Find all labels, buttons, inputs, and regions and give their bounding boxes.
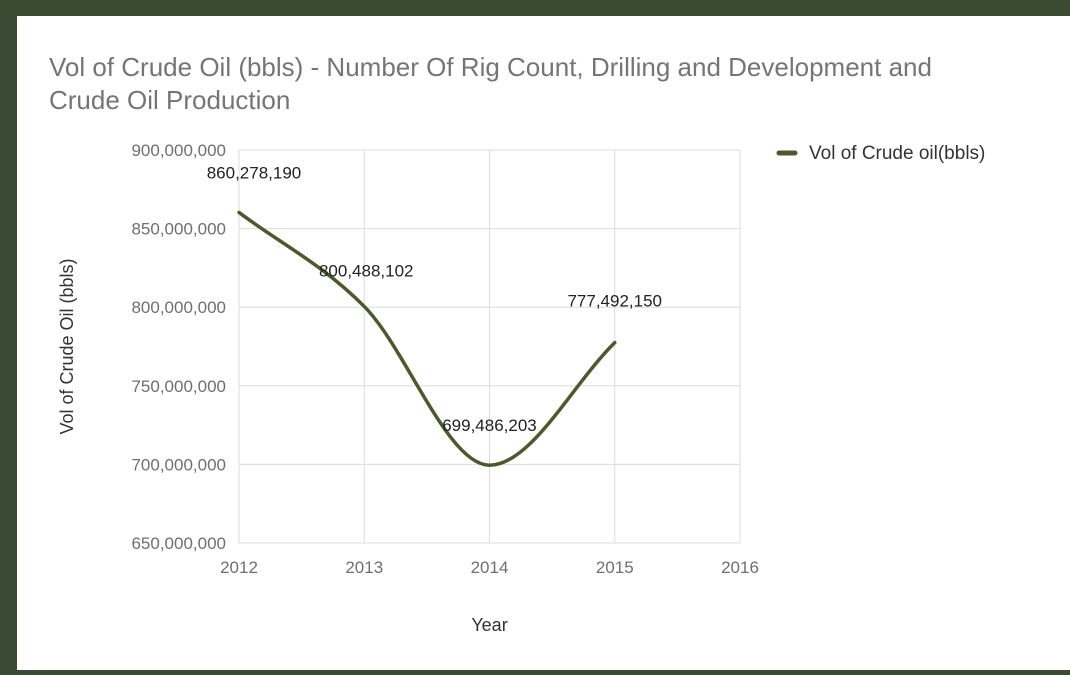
chart-title: Vol of Crude Oil (bbls) - Number Of Rig …: [49, 52, 932, 115]
y-tick-label: 900,000,000: [131, 141, 226, 160]
x-tick-label: 2016: [721, 558, 759, 577]
data-label: 860,278,190: [207, 163, 302, 182]
y-tick-label: 850,000,000: [131, 220, 226, 239]
y-axis-ticks: 650,000,000 700,000,000 750,000,000 800,000…: [131, 141, 226, 553]
series-lines: [237, 210, 617, 467]
chart-card: Vol of Crude Oil (bbls) - Number Of Rig …: [17, 16, 1070, 670]
y-tick-label: 650,000,000: [131, 534, 226, 553]
data-label: 699,486,203: [442, 416, 537, 435]
grid-lines: [238, 149, 741, 544]
chart-canvas: Vol of Crude Oil (bbls) - Number Of Rig …: [49, 52, 985, 635]
chart-title-line: Vol of Crude Oil (bbls) - Number Of Rig …: [49, 52, 932, 82]
data-label: 800,488,102: [319, 261, 414, 280]
x-axis-ticks: 2012 2013 2014 2015 2016: [220, 558, 759, 577]
y-tick-label: 800,000,000: [131, 298, 226, 317]
data-label: 777,492,150: [567, 292, 662, 311]
y-axis-title: Vol of Crude Oil (bbls): [57, 258, 77, 434]
x-tick-label: 2014: [471, 558, 509, 577]
y-tick-label: 750,000,000: [131, 377, 226, 396]
x-tick-label: 2015: [596, 558, 634, 577]
legend-label: Vol of Crude oil(bbls): [809, 143, 985, 164]
x-tick-label: 2012: [220, 558, 258, 577]
x-axis-title: Year: [471, 615, 507, 635]
legend: Vol of Crude oil(bbls): [776, 143, 985, 164]
data-labels: 860,278,190 800,488,102 699,486,203 777,492…: [207, 163, 662, 435]
series-line: [237, 210, 617, 467]
y-tick-label: 700,000,000: [131, 455, 226, 474]
x-tick-label: 2013: [345, 558, 383, 577]
chart-title-line: Crude Oil Production: [49, 85, 290, 115]
